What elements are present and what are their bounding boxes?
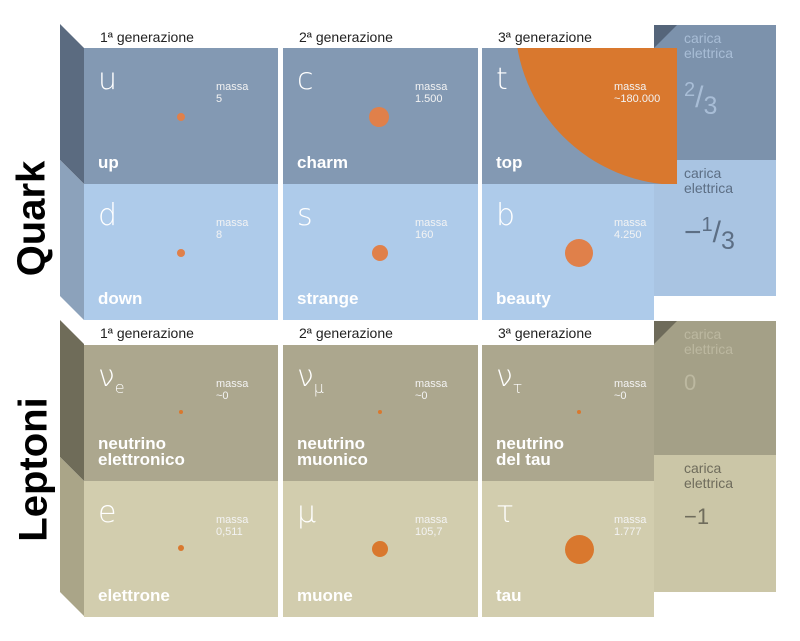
mass-dot xyxy=(515,48,677,184)
generation-header-2: 2ª generazione xyxy=(283,322,478,344)
charge-label: carica elettrica xyxy=(684,165,734,196)
quark-label: Quark xyxy=(9,160,54,277)
particle-symbol: νe xyxy=(98,359,125,397)
particle-name: muone xyxy=(297,586,353,605)
generation-header-1: 1ª generazione xyxy=(84,322,279,344)
particle-cell-strange: s massa 160 strange xyxy=(283,184,478,320)
particle-mass: massa 0,511 xyxy=(216,514,249,538)
mass-dot xyxy=(372,245,388,261)
column-divider xyxy=(278,48,283,320)
column-divider xyxy=(478,48,482,320)
particle-mass: massa 1.500 xyxy=(415,81,448,105)
mass-dot xyxy=(372,541,388,557)
particle-mass: massa 1.777 xyxy=(614,514,647,538)
charge-label: carica elettrica xyxy=(684,460,734,491)
particle-cell-up: u massa 5 up xyxy=(84,48,279,184)
particle-symbol: νμ xyxy=(297,359,324,397)
particle-symbol: e xyxy=(98,495,117,530)
particle-cell-charm: c massa 1.500 charm xyxy=(283,48,478,184)
particle-cell-down: d massa 8 down xyxy=(84,184,279,320)
particle-cell-tau: τ massa 1.777 tau xyxy=(482,481,654,617)
particle-name: neutrino muonico xyxy=(297,434,368,469)
particle-cell-tau-neutrino: ντ massa ~0 neutrino del tau xyxy=(482,345,654,481)
generation-header-1: 1ª generazione xyxy=(84,26,279,48)
particle-symbol: t xyxy=(496,62,508,97)
particle-name: charm xyxy=(297,153,349,172)
generation-header-3: 3ª generazione xyxy=(482,322,654,344)
generation-header-2: 2ª generazione xyxy=(283,26,478,48)
lepton-charge-charged: carica elettrica −1 xyxy=(654,455,776,592)
particle-mass: massa 4.250 xyxy=(614,217,647,241)
fold-triangle xyxy=(654,25,677,48)
particle-cell-top: t massa ~180.000 top xyxy=(482,48,677,184)
mass-dot xyxy=(179,410,183,414)
particle-mass: massa 160 xyxy=(415,217,448,241)
column-divider xyxy=(278,345,283,617)
particle-symbol: d xyxy=(98,198,118,233)
particle-name: top xyxy=(496,153,523,172)
column-divider xyxy=(478,345,482,617)
particle-symbol: b xyxy=(496,198,516,233)
particle-cell-beauty: b massa 4.250 beauty xyxy=(482,184,654,320)
charge-label: carica elettrica xyxy=(684,326,734,357)
mass-dot xyxy=(177,249,185,257)
particle-symbol: μ xyxy=(297,495,317,530)
mass-dot xyxy=(378,410,382,414)
particle-mass: massa 8 xyxy=(216,217,249,241)
particle-name: neutrino del tau xyxy=(496,434,564,469)
particle-name: tau xyxy=(496,586,522,605)
particle-symbol: u xyxy=(98,62,118,97)
particle-name: beauty xyxy=(496,289,551,308)
particle-mass: massa ~0 xyxy=(614,378,647,402)
particle-symbol: c xyxy=(297,62,314,97)
particle-mass: massa 5 xyxy=(216,81,249,105)
particle-name: down xyxy=(98,289,143,308)
lepton-charge-neutrino: carica elettrica 0 xyxy=(654,321,776,455)
mass-dot xyxy=(178,545,184,551)
charge-value: 0 xyxy=(684,370,697,395)
generation-header-3: 3ª generazione xyxy=(482,26,654,48)
particle-cell-electron-neutrino: νe massa ~0 neutrino elettronico xyxy=(84,345,279,481)
particle-mass: massa 105,7 xyxy=(415,514,448,538)
mass-dot xyxy=(577,410,581,414)
particle-name: up xyxy=(98,153,119,172)
lepton-side-edge xyxy=(60,320,84,616)
mass-dot xyxy=(565,239,593,267)
fold-triangle xyxy=(654,321,677,344)
particle-symbol: s xyxy=(297,198,313,233)
particle-cell-muon: μ massa 105,7 muone xyxy=(283,481,478,617)
charge-value: −1/3 xyxy=(684,214,735,255)
particle-cell-electron: e massa 0,511 elettrone xyxy=(84,481,279,617)
leptons-label: Leptoni xyxy=(11,397,56,542)
mass-dot xyxy=(177,113,185,121)
particle-mass: massa ~0 xyxy=(216,378,249,402)
particle-cell-muon-neutrino: νμ massa ~0 neutrino muonico xyxy=(283,345,478,481)
particle-name: neutrino elettronico xyxy=(98,434,185,469)
particle-mass: massa ~0 xyxy=(415,378,448,402)
charge-value: 2/3 xyxy=(684,79,718,120)
charge-value: −1 xyxy=(684,504,710,529)
particle-mass: massa ~180.000 xyxy=(614,81,661,105)
quark-side-edge xyxy=(60,24,84,320)
charge-label: carica elettrica xyxy=(684,30,734,61)
mass-dot xyxy=(369,107,389,127)
particle-name: elettrone xyxy=(98,586,170,605)
particle-name: strange xyxy=(297,289,359,308)
particle-symbol: ντ xyxy=(496,359,523,397)
mass-dot xyxy=(565,535,594,564)
particle-symbol: τ xyxy=(496,495,515,530)
